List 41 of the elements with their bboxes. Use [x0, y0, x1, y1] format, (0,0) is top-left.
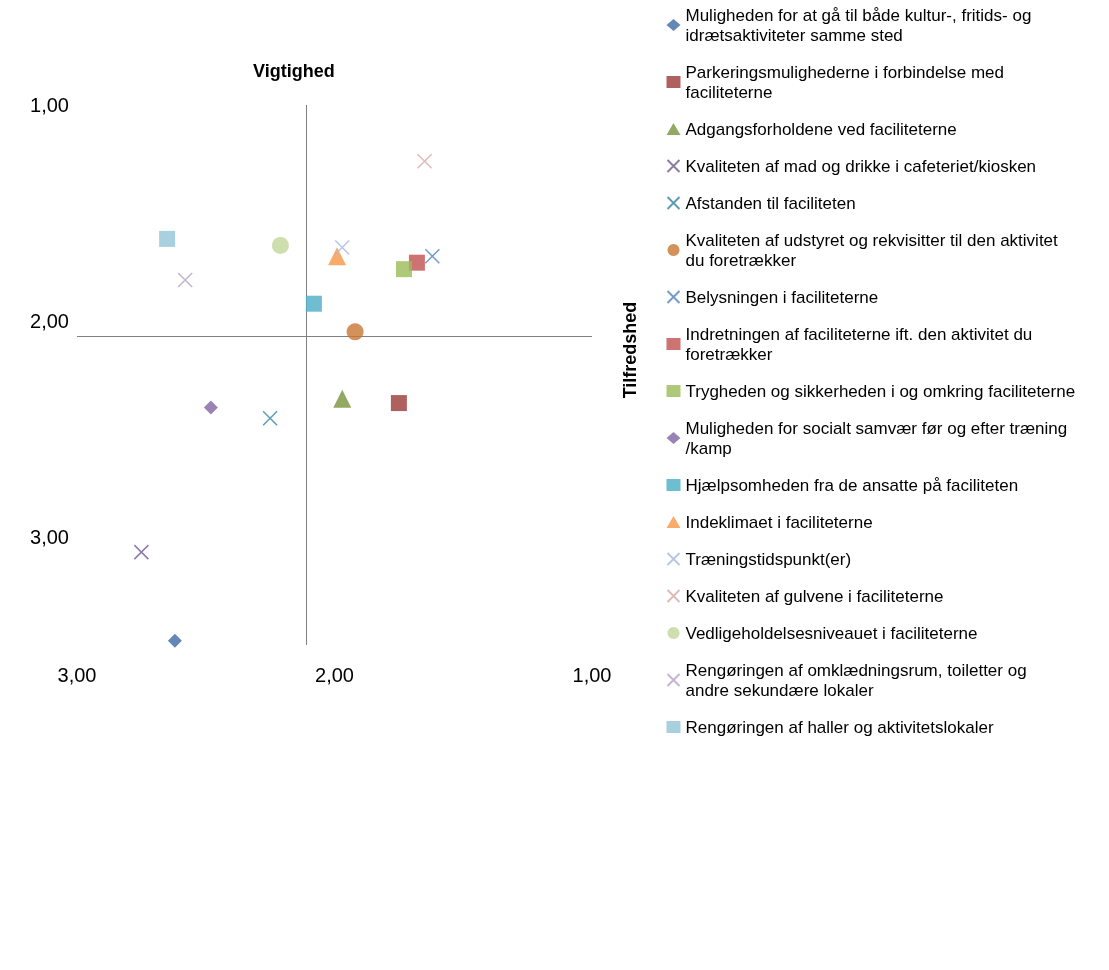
point [167, 633, 182, 648]
legend-label: Trygheden og sikkerheden i og omkring faciliteterne [685, 381, 1076, 401]
legend-label: Kvaliteten af mad og drikke i cafeteriet/kiosken [685, 156, 1037, 176]
legend-label: Parkeringsmulighederne i forbindelse med faciliteterne [685, 62, 1009, 102]
point [333, 389, 352, 408]
point [416, 153, 433, 169]
legend-label: Rengøringen af haller og aktivitetslokaler [685, 717, 994, 737]
point [328, 247, 347, 266]
point [305, 295, 322, 312]
point [334, 239, 350, 256]
point [133, 544, 150, 560]
y-tick-label: 1,00 [30, 94, 69, 116]
legend-label: Adgangsforholdene ved faciliteterne [685, 119, 957, 139]
legend-label: Træningstidspunkt(er) [685, 549, 852, 569]
y-axis-title: Tilfredshed [620, 301, 640, 399]
legend-label: Muligheden for at gå til både kultur-, fritids- og idrætsaktiviteter samme sted [685, 5, 1037, 45]
point [203, 400, 218, 415]
x-tick-label: 1,00 [572, 664, 612, 686]
legend-label: Kvaliteten af gulvene i faciliteterne [685, 586, 944, 606]
legend-label: Belysningen i faciliteterne [685, 287, 879, 307]
x-axis-title: Vigtighed [253, 61, 335, 81]
point [424, 248, 441, 264]
point [346, 323, 364, 341]
y-tick-label: 2,00 [30, 310, 69, 332]
x-tick-label: 2,00 [315, 664, 354, 686]
legend-label: Vedligeholdelsesniveauet i faciliteterne [685, 623, 978, 643]
point [390, 395, 407, 412]
y-tick-label: 3,00 [30, 526, 69, 548]
legend-label: Muligheden for socialt samvær før og efter træning/kamp [685, 418, 1068, 458]
legend-label: Indeklimaet i faciliteterne [685, 512, 873, 532]
point [271, 236, 289, 254]
legend-label: Indretningen af faciliteterne ift. den aktivitet du foretrækker [685, 324, 1038, 364]
point [159, 230, 176, 247]
x-tick-label: 3,00 [57, 664, 97, 686]
legend-label: Rengøringen af omklædningsrum, toiletter og andre sekundære lokaler [685, 660, 1032, 700]
legend-label: Afstanden til faciliteten [685, 193, 856, 213]
legend-label: Kvaliteten af udstyret og rekvisitter til den aktivitet du foretrækker [685, 230, 1063, 270]
point [262, 410, 278, 426]
legend-label: Hjælpsomheden fra de ansatte på faciliteten [685, 475, 1019, 495]
point [396, 261, 413, 278]
point [177, 272, 193, 288]
